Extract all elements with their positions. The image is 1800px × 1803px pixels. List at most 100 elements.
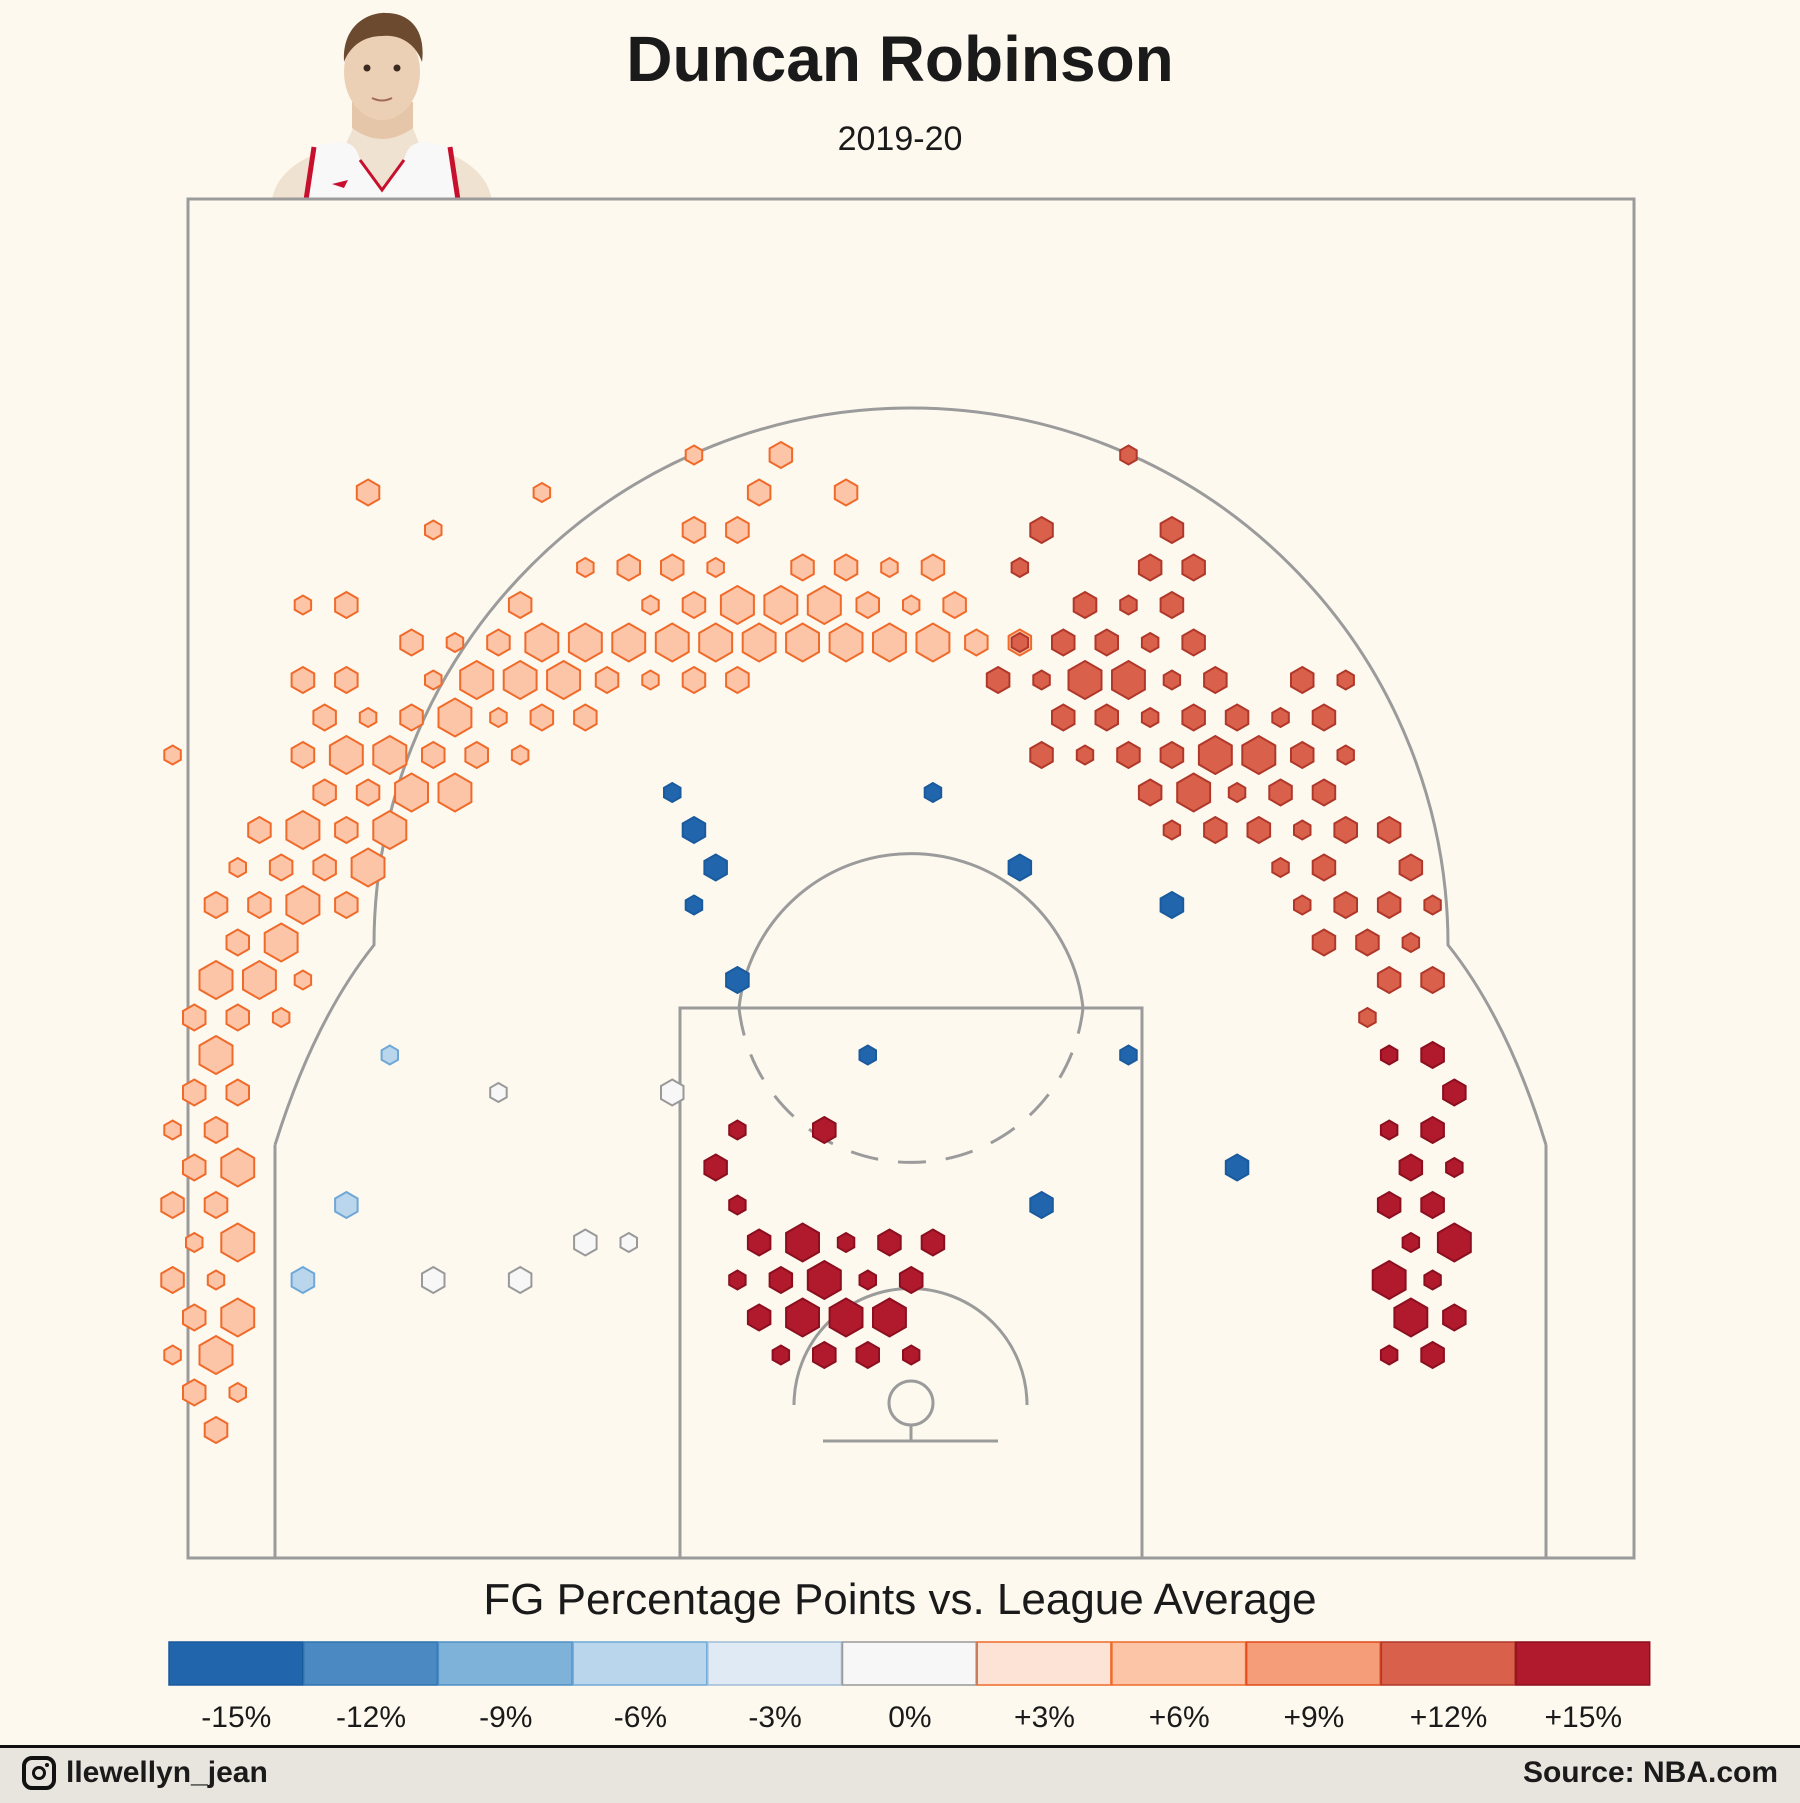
hex-bin	[1241, 734, 1277, 776]
hex-bin	[334, 890, 359, 920]
hex-bin	[225, 1078, 250, 1107]
hex-bin	[160, 1190, 185, 1220]
hex-bin	[746, 1228, 772, 1257]
legend-swatch	[1515, 1641, 1651, 1686]
hex-bin	[1376, 890, 1402, 920]
hex-bin	[1445, 1156, 1464, 1179]
hex-bin	[828, 622, 864, 663]
hex-bin	[1137, 553, 1163, 582]
hex-bin	[263, 922, 299, 963]
hex-bin	[546, 659, 582, 701]
hex-bin	[1159, 890, 1185, 920]
hex-bin	[489, 1081, 508, 1104]
legend-label: +6%	[1149, 1701, 1210, 1734]
hex-bin	[1333, 815, 1358, 845]
hex-bin	[855, 1340, 880, 1370]
legend-title: FG Percentage Points vs. League Average	[483, 1575, 1317, 1624]
hex-bin	[746, 1303, 772, 1332]
instagram-icon	[22, 1756, 56, 1790]
hex-bin	[641, 669, 660, 691]
hex-bin	[1420, 1340, 1445, 1370]
hex-bin	[334, 815, 359, 845]
hex-bin	[1401, 931, 1421, 954]
hex-bin	[1159, 515, 1185, 545]
hex-bin	[203, 1115, 229, 1145]
paint	[678, 1006, 1144, 1560]
hex-bin	[567, 622, 603, 663]
hex-bin	[703, 853, 728, 882]
hex-bin	[464, 740, 489, 770]
hex-bin	[358, 706, 378, 729]
hex-bin	[920, 553, 946, 582]
legend: -15% -12% -9% -6% -3% 0% +3% +6% +9% +12% +15%	[168, 1641, 1651, 1734]
hex-bin	[872, 622, 907, 663]
hex-bin	[1336, 669, 1355, 691]
hex-bin	[182, 1003, 207, 1032]
hex-bin	[163, 744, 182, 766]
hex-bin	[663, 781, 682, 804]
hex-bin	[1075, 744, 1095, 766]
hex-bin	[486, 628, 511, 657]
hex-bin	[703, 1153, 728, 1182]
hex-bin	[489, 706, 508, 729]
hex-bin	[502, 659, 538, 701]
hex-bin	[1420, 965, 1445, 995]
hex-bin	[964, 628, 989, 657]
hex-bin	[293, 594, 313, 616]
legend-swatch	[168, 1641, 304, 1686]
legend-swatch	[976, 1641, 1112, 1686]
hex-bin	[619, 1231, 638, 1254]
hex-bin	[681, 815, 707, 845]
hex-bin	[334, 590, 359, 620]
hex-bin	[1358, 1006, 1377, 1029]
hex-bin	[790, 553, 815, 582]
hex-bin	[1032, 669, 1051, 691]
hex-bin	[1420, 1040, 1445, 1070]
hex-bin	[1355, 928, 1380, 957]
hex-bin	[1007, 853, 1033, 882]
legend-label: +15%	[1545, 1701, 1623, 1734]
hex-bin	[529, 703, 555, 732]
hex-bin	[163, 1344, 182, 1366]
hex-bin	[1162, 669, 1182, 691]
hex-bin	[271, 1006, 291, 1029]
hex-bin	[225, 928, 250, 957]
hex-bin	[524, 622, 560, 663]
hex-bin	[372, 734, 408, 776]
hex-bin	[1159, 740, 1185, 770]
hex-bin	[771, 1344, 791, 1366]
hex-bin	[1094, 703, 1119, 732]
hex-bin	[532, 481, 552, 504]
hex-bin	[855, 590, 880, 620]
hex-bin	[763, 584, 799, 626]
hex-bin	[1379, 1044, 1399, 1066]
hex-bin	[1293, 894, 1312, 916]
hex-bin	[728, 1194, 747, 1216]
hexbin-layer	[160, 440, 1472, 1445]
hex-bin	[437, 697, 473, 738]
hex-bin	[1376, 965, 1402, 995]
hex-bin	[785, 1222, 820, 1263]
hex-bin	[247, 890, 272, 920]
hex-bin	[728, 1119, 747, 1141]
legend-label: -9%	[479, 1701, 532, 1734]
hex-bin	[1159, 590, 1185, 620]
hex-bin	[198, 959, 234, 1001]
hex-bin	[1293, 819, 1312, 841]
hex-bin	[206, 1269, 226, 1291]
hex-bin	[1119, 444, 1138, 466]
hex-bin	[1376, 815, 1402, 845]
hex-bin	[220, 1297, 256, 1338]
legend-swatch	[707, 1641, 843, 1686]
hex-bin	[858, 1044, 877, 1066]
legend-swatch	[841, 1641, 977, 1686]
hex-bin	[1029, 515, 1054, 545]
hex-bin	[681, 590, 707, 620]
court-lines	[186, 197, 1636, 1560]
hex-bin	[1336, 744, 1355, 766]
instagram-credit[interactable]: llewellyn_jean	[22, 1756, 268, 1790]
hex-bin	[285, 809, 321, 851]
hex-bin	[836, 1231, 856, 1254]
hex-bin	[1268, 778, 1293, 807]
